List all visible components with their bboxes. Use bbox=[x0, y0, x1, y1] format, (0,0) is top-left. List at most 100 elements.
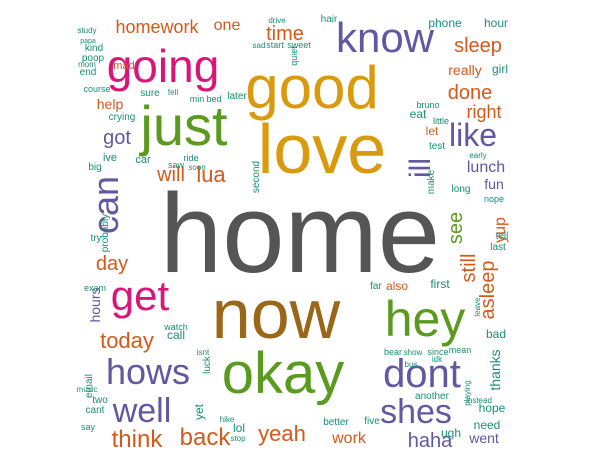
word-still: still bbox=[458, 254, 480, 283]
word-see: see bbox=[445, 212, 467, 244]
word-first: first bbox=[430, 277, 450, 291]
word-little: little bbox=[433, 116, 449, 126]
word-done: done bbox=[448, 82, 493, 104]
word-tell: tell bbox=[496, 231, 509, 242]
word-cant: cant bbox=[86, 405, 105, 416]
word-right: right bbox=[466, 102, 501, 122]
word-ill: ill bbox=[404, 158, 437, 178]
word-instead: instead bbox=[466, 396, 492, 405]
word-quiet: quiet bbox=[289, 46, 299, 66]
word-well: well bbox=[112, 392, 172, 430]
word-stop: stop bbox=[230, 434, 246, 443]
word-better: better bbox=[323, 417, 349, 428]
word-dont: dont bbox=[383, 352, 461, 396]
word-leave: leave bbox=[473, 297, 482, 317]
word-car: car bbox=[135, 154, 151, 166]
word-really: really bbox=[448, 62, 481, 78]
word-need: need bbox=[474, 418, 501, 432]
word-let: let bbox=[426, 124, 439, 138]
word-kind: kind bbox=[85, 43, 103, 54]
word-hike: hike bbox=[220, 415, 235, 424]
word-homework: homework bbox=[115, 17, 199, 37]
word-bruno: bruno bbox=[416, 100, 439, 110]
word-sure: sure bbox=[140, 88, 160, 99]
word-early: early bbox=[469, 151, 486, 160]
word-now: now bbox=[212, 275, 341, 353]
word-hour: hour bbox=[484, 16, 508, 30]
word-email: email bbox=[84, 374, 95, 398]
word-another: another bbox=[415, 391, 450, 402]
word-home: home bbox=[160, 171, 440, 296]
word-yeah: yeah bbox=[258, 421, 306, 446]
word-okay: okay bbox=[222, 341, 345, 406]
word-sleep: sleep bbox=[454, 35, 502, 57]
word-second: second bbox=[251, 161, 262, 193]
word-just: just bbox=[138, 94, 228, 157]
word-like: like bbox=[449, 117, 497, 153]
word-study: study bbox=[77, 26, 96, 35]
word-luck: luck bbox=[202, 355, 213, 374]
word-can: can bbox=[85, 176, 126, 234]
word-eat: eat bbox=[410, 107, 427, 121]
word-poop: poop bbox=[82, 53, 105, 64]
word-girl: girl bbox=[492, 62, 508, 76]
word-help: help bbox=[97, 96, 124, 112]
word-ive: ive bbox=[103, 152, 117, 164]
word-say: say bbox=[81, 422, 96, 432]
word-idk: idk bbox=[432, 355, 443, 364]
word-also: also bbox=[386, 279, 408, 293]
word-bear: bear bbox=[384, 347, 402, 357]
word-test: test bbox=[429, 141, 445, 152]
word-back: back bbox=[180, 424, 232, 451]
word-lol: lol bbox=[233, 421, 245, 435]
word-ride: ride bbox=[183, 153, 198, 163]
word-yup: yup bbox=[492, 217, 509, 243]
word-later: later bbox=[227, 91, 247, 102]
word-time: time bbox=[266, 23, 304, 45]
word-music: music bbox=[77, 385, 98, 394]
word-watch: watch bbox=[163, 322, 188, 332]
word-playing: playing bbox=[463, 380, 472, 405]
word-hows: hows bbox=[106, 351, 190, 392]
word-soon: soon bbox=[188, 163, 205, 172]
word-try: try bbox=[90, 233, 101, 244]
word-isnt: isnt bbox=[197, 348, 210, 357]
word-got: got bbox=[103, 127, 131, 149]
word-last: last bbox=[490, 242, 506, 253]
word-big: big bbox=[88, 162, 101, 173]
word-probably: probably bbox=[100, 214, 111, 252]
word-saw: saw bbox=[168, 160, 185, 170]
word-papa: papa bbox=[80, 38, 96, 45]
word-hope: hope bbox=[479, 401, 506, 415]
word-two: two bbox=[92, 395, 108, 406]
word-drive: drive bbox=[268, 16, 286, 25]
word-haha: haha bbox=[408, 430, 453, 452]
word-good: good bbox=[245, 54, 378, 121]
word-went: went bbox=[468, 430, 499, 446]
word-bed: bed bbox=[206, 94, 221, 104]
word-asleep: asleep bbox=[477, 261, 499, 320]
word-call: call bbox=[167, 328, 185, 342]
word-sad: sad bbox=[253, 41, 266, 50]
word-end: end bbox=[80, 67, 97, 78]
word-hey: hey bbox=[385, 291, 466, 347]
word-far: far bbox=[370, 281, 382, 292]
word-lunch: lunch bbox=[467, 159, 505, 176]
word-love: love bbox=[258, 110, 386, 188]
word-show: show bbox=[404, 348, 423, 357]
word-going: going bbox=[107, 40, 220, 92]
word-fun: fun bbox=[484, 176, 503, 192]
word-bus: bus bbox=[405, 360, 418, 369]
word-phone: phone bbox=[428, 16, 462, 30]
word-will: will bbox=[156, 164, 185, 186]
word-start: start bbox=[266, 40, 284, 50]
word-crying: crying bbox=[109, 112, 136, 123]
word-hair: hair bbox=[321, 14, 338, 25]
word-nope: nope bbox=[484, 194, 504, 204]
word-mom: mom bbox=[78, 60, 96, 69]
word-think: think bbox=[112, 426, 164, 453]
word-thanks: thanks bbox=[487, 349, 503, 390]
word-fell: fell bbox=[168, 88, 178, 97]
word-today: today bbox=[100, 328, 154, 353]
